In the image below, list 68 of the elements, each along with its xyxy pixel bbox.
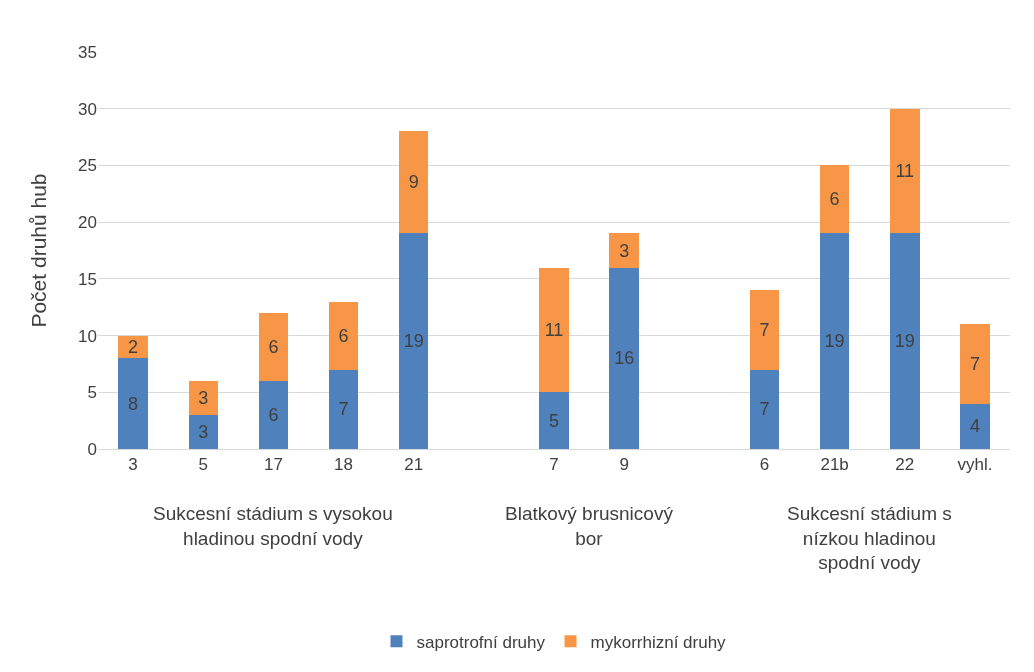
y-tick-label: 10 <box>78 326 97 346</box>
bar <box>188 380 218 415</box>
x-tick-label: 3 <box>128 455 138 475</box>
data-label: 5 <box>548 410 560 431</box>
bar <box>118 358 148 449</box>
data-label: 3 <box>198 387 209 408</box>
data-label: 6 <box>829 189 840 210</box>
data-label: 9 <box>408 172 419 193</box>
bar <box>749 369 780 449</box>
y-tick-label: 35 <box>78 42 97 62</box>
bar <box>890 233 920 449</box>
data-label: 2 <box>128 336 139 357</box>
x-tick-label: vyhl. <box>957 455 993 475</box>
bar <box>398 233 429 449</box>
data-label: 6 <box>338 325 349 346</box>
bar <box>328 369 359 449</box>
bar <box>819 233 850 449</box>
bar <box>609 267 639 449</box>
data-label: 7 <box>759 399 770 420</box>
y-tick-label: 0 <box>87 439 97 459</box>
data-label: 11 <box>544 319 564 340</box>
data-label: 6 <box>268 336 279 357</box>
data-label: 3 <box>198 421 209 442</box>
y-tick-label: 30 <box>78 99 97 119</box>
y-tick-label: 20 <box>78 213 97 233</box>
x-tick-label: 5 <box>198 455 208 475</box>
data-label: 7 <box>969 353 980 374</box>
data-label: 19 <box>894 331 915 352</box>
text: Sukcesní stádium s vysokou hladinou spodní vody <box>153 503 393 549</box>
data-label: 19 <box>824 331 845 352</box>
x-tick-label: 9 <box>619 455 629 475</box>
bar <box>960 324 990 404</box>
bar <box>539 267 569 393</box>
x-tick-label: 18 <box>334 455 353 475</box>
legend-label: mykorrhizní druhy <box>590 632 727 652</box>
bar <box>819 165 850 234</box>
text: Sukcesní stádium s nízkou hladinou spodní vody <box>787 503 952 574</box>
data-label: 7 <box>759 319 770 340</box>
data-label: 11 <box>895 161 915 182</box>
x-tick-label: 21 <box>404 455 424 475</box>
data-label: 19 <box>403 331 424 352</box>
bar <box>539 392 569 449</box>
bar <box>890 108 920 234</box>
x-tick-label: 21b <box>820 455 849 475</box>
data-label: 3 <box>619 240 630 261</box>
y-tick-label: 15 <box>78 269 97 289</box>
bar <box>328 301 359 370</box>
bar <box>258 380 289 449</box>
data-label: 8 <box>128 393 139 414</box>
bar <box>960 403 990 449</box>
bar <box>398 131 429 234</box>
x-tick-label: 22 <box>895 455 915 475</box>
y-tick-label: 5 <box>87 383 97 403</box>
x-tick-label: 6 <box>759 455 770 475</box>
y-tick-label: 25 <box>78 156 97 176</box>
data-label: 7 <box>338 399 349 420</box>
bar <box>749 290 780 370</box>
bar <box>188 414 218 449</box>
data-label: 4 <box>969 416 980 437</box>
y-axis-title: Počet druhů hub <box>27 173 50 328</box>
bar <box>258 312 289 381</box>
x-tick-label: 17 <box>263 455 283 475</box>
x-tick-label: 7 <box>549 455 559 475</box>
legend-label: saprotrofní druhy <box>416 632 546 652</box>
data-label: 16 <box>614 348 635 369</box>
data-label: 6 <box>268 404 279 425</box>
text: Blatkový brusnicový bor <box>505 503 674 549</box>
bar <box>609 233 639 268</box>
